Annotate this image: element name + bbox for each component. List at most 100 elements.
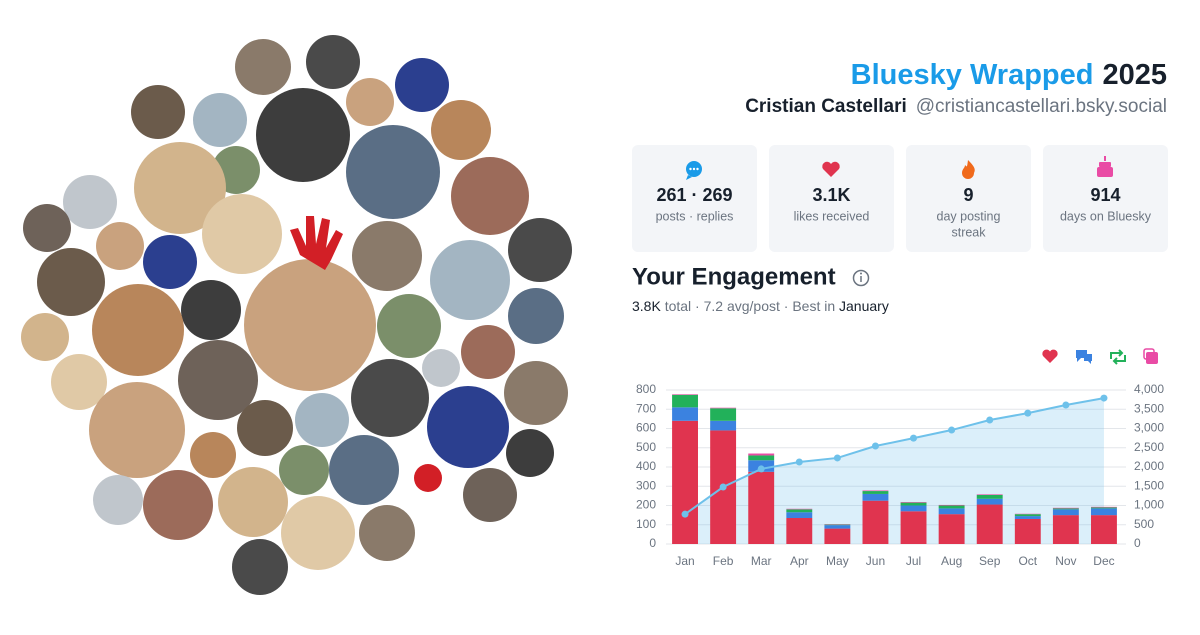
- avatar: [351, 359, 429, 437]
- bar-segment: [786, 509, 812, 512]
- engagement-title: Your Engagement: [632, 263, 836, 290]
- title-brand: Bluesky Wrapped: [851, 59, 1094, 91]
- avatar: [346, 125, 440, 219]
- bar-segment: [786, 509, 812, 510]
- bar-segment: [1053, 515, 1079, 544]
- bar-segment: [901, 502, 927, 503]
- bar-segment: [824, 529, 850, 544]
- bar-segment: [1091, 515, 1117, 544]
- x-tick-label: Feb: [713, 554, 734, 568]
- y2-tick-label: 2,500: [1134, 440, 1164, 454]
- user-name: Cristian Castellari: [745, 96, 907, 117]
- bar-segment: [901, 506, 927, 512]
- avatar: [143, 470, 213, 540]
- y-tick-label: 100: [636, 517, 656, 531]
- line-point: [986, 417, 993, 424]
- bar-segment: [1053, 508, 1079, 509]
- bar-segment: [786, 518, 812, 544]
- icon-cake-top: [1099, 162, 1111, 167]
- y-tick-label: 400: [636, 459, 656, 473]
- avatar: [506, 429, 554, 477]
- bar-segment: [748, 455, 774, 460]
- legend-heart: [1042, 350, 1057, 363]
- y2-tick-label: 3,500: [1134, 401, 1164, 415]
- user: Cristian Castellari @cristiancastellari.b…: [745, 96, 1167, 117]
- legend-reply: [1076, 350, 1092, 364]
- line-point: [872, 443, 879, 450]
- bar-segment: [1091, 507, 1117, 508]
- y2-tick-label: 1,500: [1134, 478, 1164, 492]
- line-point: [1100, 395, 1107, 402]
- x-tick-label: Sep: [979, 554, 1001, 568]
- bar-segment: [710, 408, 736, 421]
- stat-value: 9: [963, 185, 973, 205]
- bar-segment: [672, 421, 698, 544]
- engagement-summary: 3.8K total · 7.2 avg/post · Best in Janu…: [632, 298, 889, 314]
- rose: [414, 464, 442, 492]
- bar-segment: [1015, 519, 1041, 544]
- y-tick-label: 500: [636, 440, 656, 454]
- avatar: [430, 240, 510, 320]
- stat-value: 3.1K: [812, 185, 850, 205]
- bar-segment: [977, 494, 1003, 495]
- summary-mid: total · 7.2 avg/post · Best in: [661, 298, 839, 314]
- y2-tick-label: 4,000: [1134, 382, 1164, 396]
- x-tick-label: Jun: [866, 554, 885, 568]
- bar-segment: [786, 512, 812, 518]
- bar-segment: [939, 508, 965, 514]
- avatar: [256, 88, 350, 182]
- avatar: [232, 539, 288, 595]
- y-tick-label: 800: [636, 382, 656, 396]
- y-tick-label: 200: [636, 498, 656, 512]
- bar-segment: [710, 421, 736, 431]
- bar-segment: [1015, 516, 1041, 519]
- line-point: [834, 454, 841, 461]
- avatar: [237, 400, 293, 456]
- icon-dot: [696, 168, 698, 170]
- line-point: [758, 465, 765, 472]
- legend-repost: [1111, 350, 1125, 364]
- avatar: [451, 157, 529, 235]
- avatar: [504, 361, 568, 425]
- bar-segment: [672, 407, 698, 420]
- avatar: [21, 313, 69, 361]
- avatar: [89, 382, 185, 478]
- avatar: [508, 288, 564, 344]
- avatar: [359, 505, 415, 561]
- y-tick-label: 700: [636, 401, 656, 415]
- avatar: [279, 445, 329, 495]
- user-handle: @cristiancastellari.bsky.social: [916, 96, 1167, 117]
- bar-segment: [939, 514, 965, 544]
- bar-segment: [1015, 514, 1041, 516]
- x-tick-label: May: [826, 554, 849, 568]
- y-tick-label: 600: [636, 421, 656, 435]
- stat-value: 261 · 269: [656, 185, 732, 205]
- stat-label: day posting: [937, 209, 1001, 223]
- avatar: [63, 175, 117, 229]
- legend-quote: [1146, 352, 1158, 364]
- x-tick-label: Apr: [790, 554, 809, 568]
- avatar: [281, 496, 355, 570]
- stat-value: 914: [1090, 185, 1120, 205]
- avatar: [295, 393, 349, 447]
- y-tick-label: 0: [649, 536, 656, 550]
- summary-total: 3.8K: [632, 298, 661, 314]
- line-point: [910, 435, 917, 442]
- bar-segment: [824, 525, 850, 528]
- icon-dot: [693, 168, 695, 170]
- bar-segment: [710, 408, 736, 409]
- x-tick-label: Nov: [1055, 554, 1076, 568]
- bar-segment: [939, 505, 965, 506]
- bar-segment: [863, 501, 889, 544]
- bar-segment: [863, 490, 889, 491]
- bar-segment: [1091, 507, 1117, 508]
- bar-segment: [672, 395, 698, 408]
- bar-segment: [977, 505, 1003, 544]
- avatar: [92, 284, 184, 376]
- y2-tick-label: 500: [1134, 517, 1154, 531]
- bar-segment: [977, 499, 1003, 505]
- summary-best: January: [839, 298, 889, 314]
- bar-segment: [901, 503, 927, 506]
